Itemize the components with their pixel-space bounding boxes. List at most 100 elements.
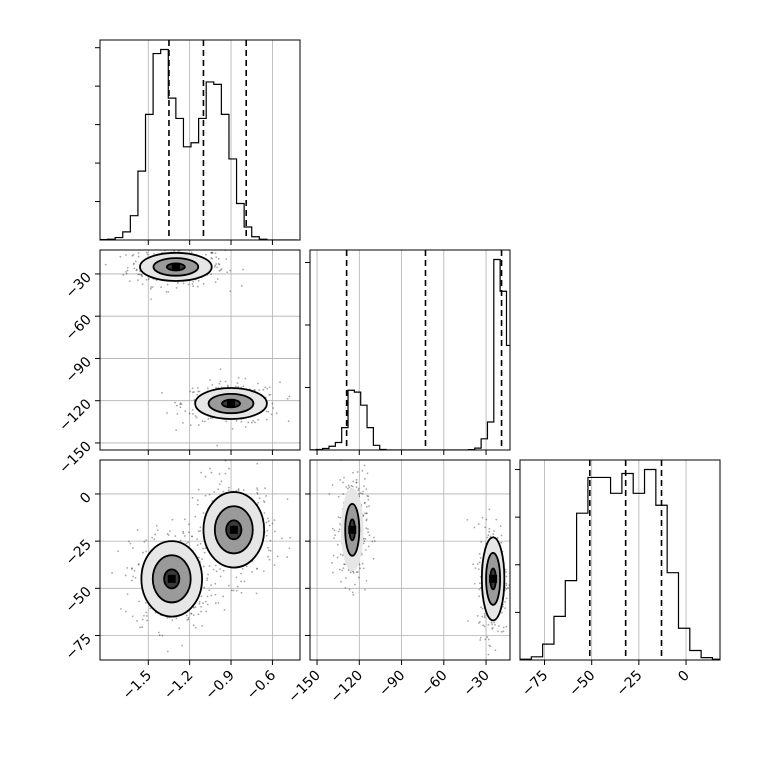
sample-point [276,555,279,558]
sample-point [371,540,374,543]
sample-point [364,512,366,515]
sample-point [175,617,178,620]
sample-point [117,550,119,553]
sample-point [194,606,197,609]
sample-point [489,535,492,538]
sample-point [476,614,479,617]
sample-point [203,565,205,568]
sample-point [208,493,211,496]
contour-line [163,568,181,590]
sample-point [359,492,362,494]
sample-point [355,478,358,481]
sample-point [146,253,149,256]
sample-point [145,550,148,553]
sample-point [496,537,499,539]
sample-point [505,584,508,587]
sample-point [161,634,164,637]
sample-point [214,582,217,585]
sample-point [207,573,209,576]
y-tick-label: −75 [63,631,95,663]
sample-point [487,623,490,626]
sample-point [131,615,134,618]
sample-point [209,417,212,420]
sample-point [243,580,246,583]
sample-point [205,610,208,613]
contour-line [344,502,361,557]
sample-point [345,486,348,488]
sample-point [279,381,281,384]
sample-point [240,420,243,423]
sample-point [362,490,364,493]
panel-hist-param2: −75 −50 −25 0 [515,459,721,700]
sample-point [489,645,492,648]
sample-point [352,594,355,596]
sample-point [242,489,245,491]
sample-point [111,572,113,574]
sample-point [228,486,230,489]
sample-point [182,530,185,533]
contour-line [151,554,192,604]
sample-point [267,520,270,522]
sample-point [478,622,480,624]
sample-point [215,386,217,389]
x-tick-label: −75 [519,668,551,700]
sample-point [214,264,217,267]
sample-point [218,263,221,266]
sample-point [247,421,250,424]
sample-point [348,456,350,458]
sample-point [222,569,225,572]
sample-point [214,281,217,284]
sample-point [199,542,202,545]
sample-point [256,567,258,570]
sample-point [204,253,207,256]
sample-point [188,523,190,526]
sample-point [218,269,221,272]
contour-line [202,491,266,569]
sample-point [191,387,194,390]
x-tick-label: −50 [566,668,598,700]
sample-point [481,516,484,519]
sample-point [363,485,366,488]
sample-point [307,394,309,396]
sample-point [196,387,199,389]
sample-point [171,619,174,621]
sample-point [337,495,340,498]
sample-point [200,595,203,598]
sample-point [256,567,258,570]
sample-point [147,278,150,280]
sample-point [339,478,342,481]
sample-point [275,412,278,415]
sample-point [197,488,200,491]
sample-point [216,266,219,269]
sample-point [191,496,194,499]
sample-point [141,283,144,286]
sample-point [217,601,220,604]
sample-point [235,589,238,592]
sample-point [156,529,159,532]
sample-point [269,393,272,396]
density-peak [348,525,357,534]
sample-point [491,623,494,626]
sample-point [199,529,202,532]
sample-point [244,377,247,380]
sample-point [476,563,479,565]
sample-point [225,420,227,423]
sample-point [505,625,508,628]
sample-point [137,255,140,258]
sample-point [513,601,515,603]
sample-point [198,602,201,605]
sample-point [288,547,291,550]
sample-point [491,627,494,630]
sample-point [220,480,223,483]
sample-point [174,401,176,404]
sample-point [494,649,497,652]
sample-point [488,530,491,533]
sample-point [210,594,213,597]
sample-point [347,569,350,572]
sample-point [227,385,229,388]
sample-point [507,586,509,589]
sample-point [487,534,490,537]
sample-point [157,248,159,250]
sample-point [342,493,345,496]
sample-point [219,269,222,271]
